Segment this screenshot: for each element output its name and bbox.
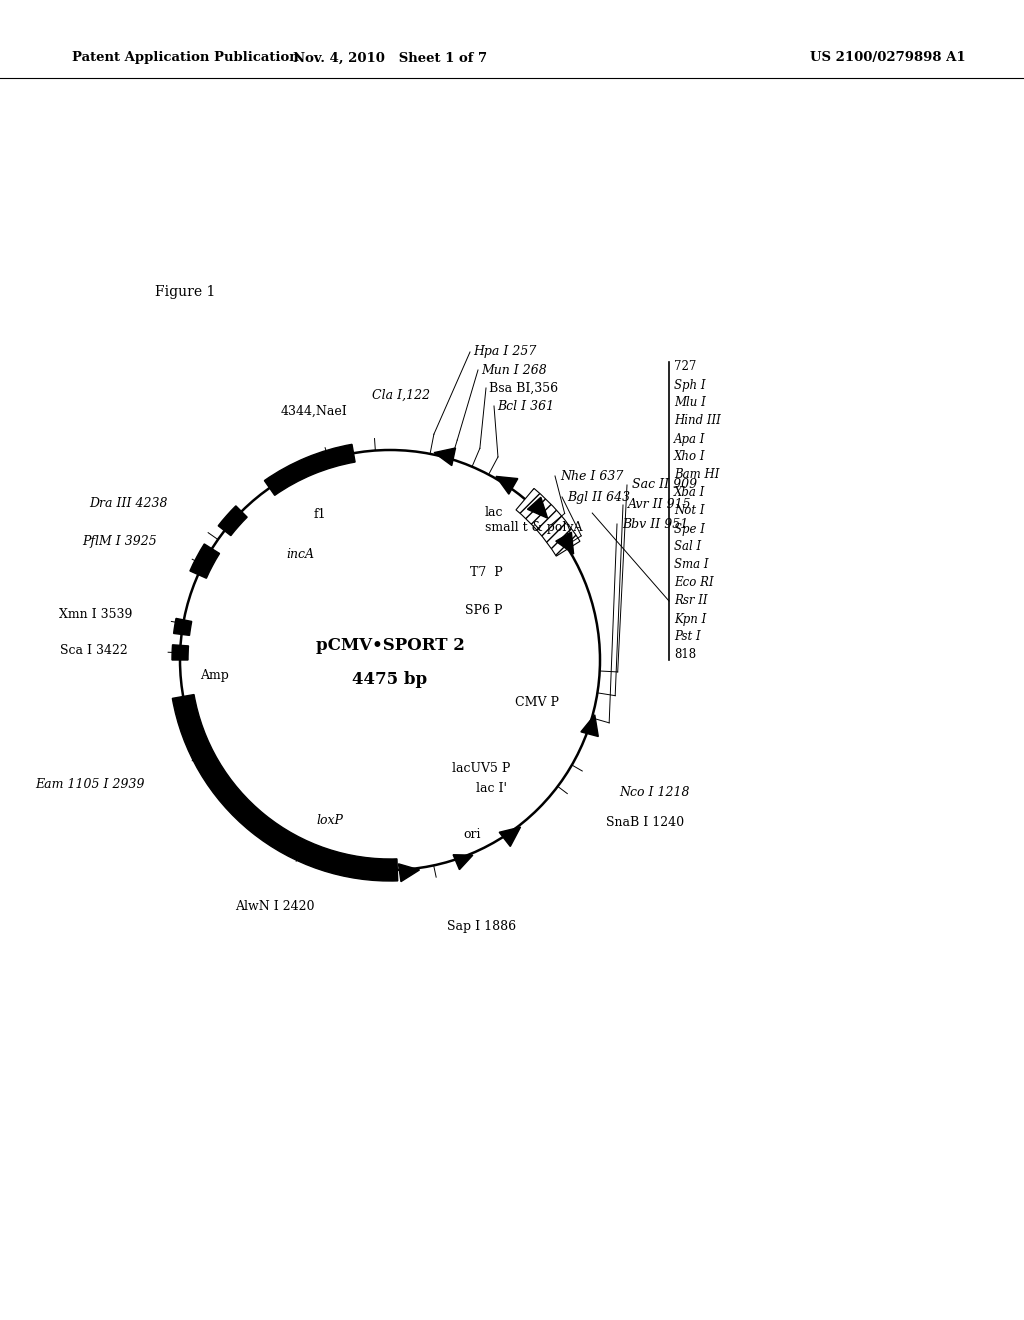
Text: Hind III: Hind III [674, 414, 721, 428]
Wedge shape [174, 618, 191, 635]
Text: lacUV5 P: lacUV5 P [452, 762, 510, 775]
Text: SnaB I 1240: SnaB I 1240 [605, 816, 684, 829]
Text: Bsa BI,356: Bsa BI,356 [489, 381, 558, 395]
Text: Bam HI: Bam HI [674, 469, 720, 482]
Polygon shape [556, 532, 573, 554]
Text: Sap I 1886: Sap I 1886 [446, 920, 516, 932]
Wedge shape [516, 488, 580, 556]
Text: Patent Application Publication: Patent Application Publication [72, 51, 299, 65]
Text: incA: incA [286, 549, 314, 561]
Text: loxP: loxP [316, 813, 343, 826]
Text: lac
small t & polyA: lac small t & polyA [485, 506, 583, 535]
Text: Sma I: Sma I [674, 558, 709, 572]
Text: Amp: Amp [201, 668, 229, 681]
Polygon shape [496, 477, 518, 494]
Text: Sal I: Sal I [674, 540, 701, 553]
Text: Xho I: Xho I [674, 450, 706, 463]
Polygon shape [581, 715, 598, 737]
Text: lac I': lac I' [476, 781, 508, 795]
Text: AlwN I 2420: AlwN I 2420 [236, 900, 314, 913]
Text: Apa I: Apa I [674, 433, 706, 446]
Text: Xba I: Xba I [674, 487, 706, 499]
Polygon shape [500, 828, 520, 846]
Wedge shape [172, 644, 188, 660]
Wedge shape [264, 445, 355, 495]
Text: Bgl II 643: Bgl II 643 [567, 491, 630, 503]
Text: Rsr II: Rsr II [674, 594, 708, 607]
Text: Hpa I 257: Hpa I 257 [473, 346, 537, 359]
Text: Cla I,122: Cla I,122 [372, 389, 430, 403]
Text: Mlu I: Mlu I [674, 396, 706, 409]
Polygon shape [527, 498, 548, 519]
Polygon shape [398, 863, 420, 882]
Text: US 2100/0279898 A1: US 2100/0279898 A1 [810, 51, 966, 65]
Text: Sph I: Sph I [674, 379, 706, 392]
Text: Eam 1105 I 2939: Eam 1105 I 2939 [36, 779, 145, 792]
Text: Figure 1: Figure 1 [155, 285, 215, 300]
Text: 727: 727 [674, 360, 696, 374]
Text: Nov. 4, 2010   Sheet 1 of 7: Nov. 4, 2010 Sheet 1 of 7 [293, 51, 487, 65]
Text: pCMV•SPORT 2: pCMV•SPORT 2 [315, 636, 465, 653]
Wedge shape [187, 735, 213, 766]
Text: Dra III 4238: Dra III 4238 [89, 498, 167, 511]
Text: f1: f1 [313, 508, 327, 521]
Text: Eco RI: Eco RI [674, 577, 714, 590]
Text: 4344,NaeI: 4344,NaeI [281, 405, 347, 418]
Text: Bbv II 951: Bbv II 951 [622, 517, 688, 531]
Text: Mun I 268: Mun I 268 [481, 363, 547, 376]
Text: Sac II 909: Sac II 909 [632, 479, 697, 491]
Text: Xmn I 3539: Xmn I 3539 [58, 609, 132, 620]
Text: Nhe I 637: Nhe I 637 [560, 470, 624, 483]
Text: Not I: Not I [674, 504, 705, 517]
Text: Sca I 3422: Sca I 3422 [60, 644, 128, 657]
Text: Spe I: Spe I [674, 523, 705, 536]
Wedge shape [218, 506, 247, 536]
Text: Pst I: Pst I [674, 631, 700, 644]
Text: 4475 bp: 4475 bp [352, 672, 428, 689]
Text: ori: ori [463, 829, 480, 842]
Text: T7  P: T7 P [470, 566, 503, 579]
Text: Nco I 1218: Nco I 1218 [620, 785, 690, 799]
Text: Avr II 915: Avr II 915 [628, 499, 691, 511]
Polygon shape [453, 855, 473, 870]
Wedge shape [172, 694, 397, 880]
Text: PflM I 3925: PflM I 3925 [82, 535, 157, 548]
Wedge shape [189, 544, 219, 578]
Text: 818: 818 [674, 648, 696, 661]
Text: Bcl I 361: Bcl I 361 [497, 400, 554, 412]
Wedge shape [288, 838, 311, 861]
Text: CMV P: CMV P [515, 696, 559, 709]
Polygon shape [434, 447, 456, 466]
Text: Kpn I: Kpn I [674, 612, 707, 626]
Text: SP6 P: SP6 P [465, 603, 503, 616]
